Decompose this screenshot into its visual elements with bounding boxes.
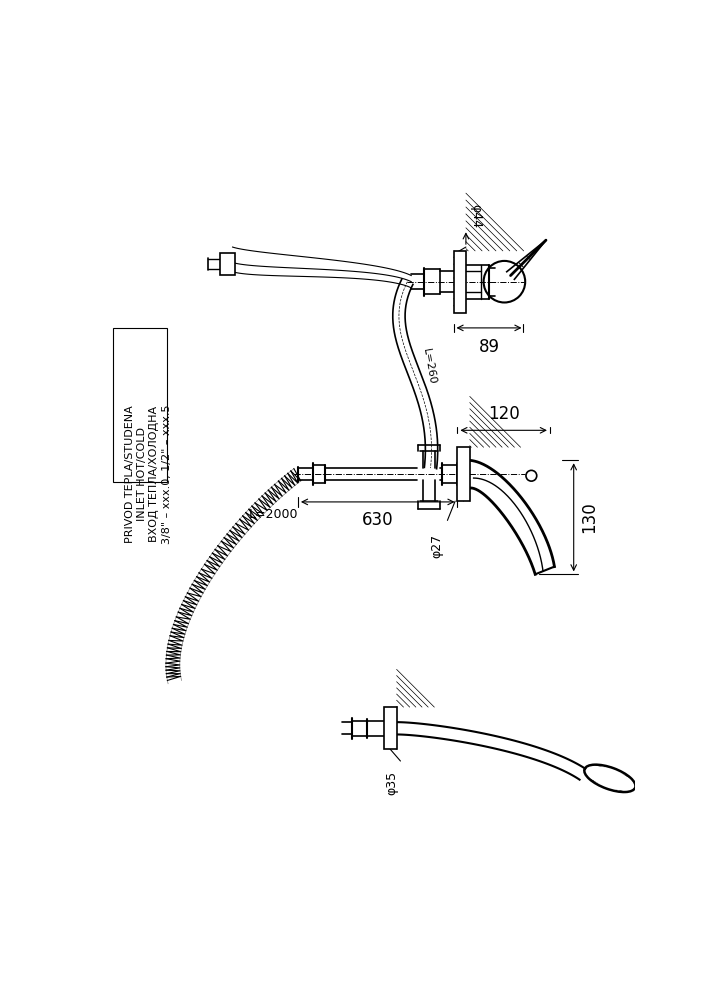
Bar — [113, 328, 167, 482]
Text: φ44: φ44 — [469, 204, 482, 228]
Bar — [454, 251, 466, 312]
Text: 120: 120 — [488, 405, 520, 423]
Bar — [385, 707, 397, 749]
Text: φ35: φ35 — [385, 771, 399, 795]
Text: φ27: φ27 — [430, 533, 443, 558]
Text: 630: 630 — [362, 511, 394, 529]
Text: ВХОД ТЕПЛА/ХОЛОДНА: ВХОД ТЕПЛА/ХОЛОДНА — [149, 406, 160, 542]
Text: L=2000: L=2000 — [249, 508, 298, 521]
Text: INLET HOT/COLD: INLET HOT/COLD — [137, 427, 147, 521]
Text: L=260: L=260 — [421, 347, 437, 385]
Text: PRIVOD TEPLA/STUDENA: PRIVOD TEPLA/STUDENA — [125, 405, 135, 543]
Ellipse shape — [586, 766, 634, 791]
Bar — [219, 253, 235, 275]
Text: 89: 89 — [479, 338, 500, 356]
Text: 130: 130 — [580, 501, 598, 533]
Text: 3/8" – xxx.0, 1/2" – xxx.5: 3/8" – xxx.0, 1/2" – xxx.5 — [162, 404, 172, 544]
Bar — [457, 447, 469, 501]
